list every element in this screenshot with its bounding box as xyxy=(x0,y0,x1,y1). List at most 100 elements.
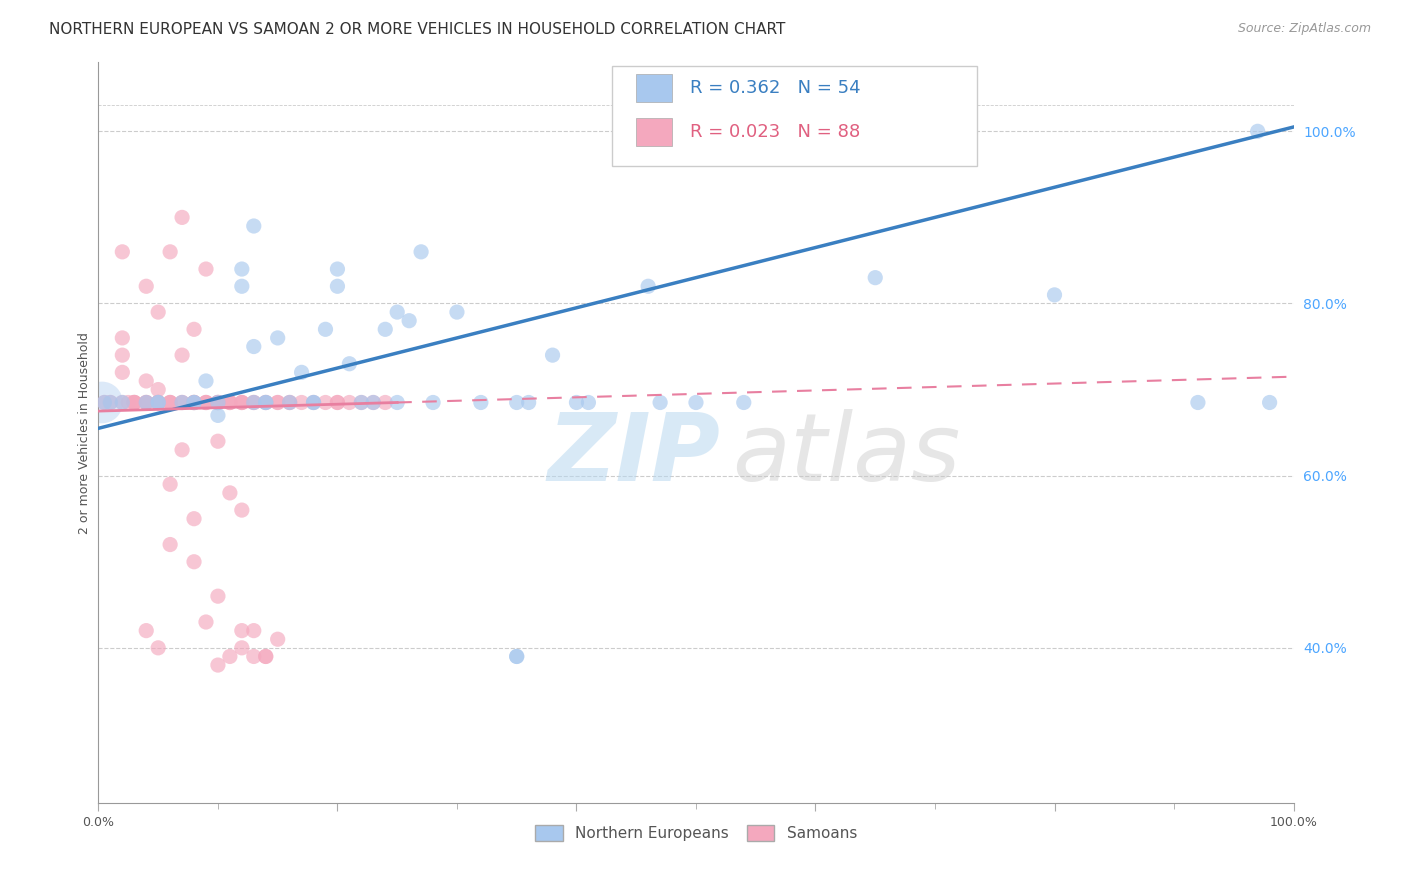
Point xyxy=(243,395,266,409)
Point xyxy=(231,624,253,638)
Point xyxy=(733,395,755,409)
Point xyxy=(411,244,433,259)
Point xyxy=(541,348,564,362)
Point xyxy=(231,395,253,409)
Point xyxy=(243,649,266,664)
Point xyxy=(565,395,588,409)
Point xyxy=(278,395,301,409)
Point xyxy=(148,395,170,409)
Point xyxy=(219,395,242,409)
Point xyxy=(243,339,266,353)
Point xyxy=(148,640,170,655)
Point xyxy=(291,365,314,379)
Point xyxy=(172,395,194,409)
Point xyxy=(111,395,134,409)
Text: atlas: atlas xyxy=(733,409,960,500)
Point xyxy=(374,395,396,409)
Point xyxy=(315,395,337,409)
Point xyxy=(117,395,139,409)
Point xyxy=(124,395,146,409)
Point xyxy=(148,383,170,397)
Point xyxy=(195,262,218,277)
Point xyxy=(207,589,229,603)
Point xyxy=(195,374,218,388)
Point xyxy=(517,395,540,409)
Point xyxy=(98,395,122,409)
Point xyxy=(148,395,170,409)
Point xyxy=(243,395,266,409)
Point xyxy=(207,395,229,409)
Point xyxy=(183,555,205,569)
Point xyxy=(124,395,146,409)
Point xyxy=(207,409,229,423)
Point xyxy=(148,305,170,319)
Point xyxy=(1247,124,1270,138)
Point xyxy=(135,395,157,409)
Point xyxy=(124,395,146,409)
Point xyxy=(195,395,218,409)
Point xyxy=(93,395,115,409)
Point xyxy=(254,395,277,409)
Point xyxy=(648,395,672,409)
Point xyxy=(1187,395,1209,409)
Bar xyxy=(637,74,672,103)
Point xyxy=(207,658,229,673)
Point xyxy=(148,395,170,409)
Point xyxy=(254,395,277,409)
Point xyxy=(302,395,325,409)
Point xyxy=(207,395,229,409)
Point xyxy=(183,395,205,409)
Point xyxy=(183,395,205,409)
Point xyxy=(865,270,887,285)
Point xyxy=(135,624,157,638)
Point xyxy=(93,395,115,409)
Point xyxy=(111,331,134,345)
Point xyxy=(254,649,277,664)
Point xyxy=(326,395,349,409)
Point xyxy=(183,395,205,409)
Point xyxy=(339,395,361,409)
Point xyxy=(91,395,114,409)
Point xyxy=(326,262,349,277)
Point xyxy=(111,244,134,259)
Point xyxy=(195,395,218,409)
Point xyxy=(243,219,266,233)
Point xyxy=(231,279,253,293)
Point xyxy=(148,395,170,409)
Point xyxy=(278,395,301,409)
Point xyxy=(111,348,134,362)
Point xyxy=(231,395,253,409)
Point xyxy=(207,395,229,409)
Point xyxy=(506,395,529,409)
Point xyxy=(374,322,396,336)
Point xyxy=(148,395,170,409)
Point xyxy=(254,395,277,409)
Point xyxy=(219,649,242,664)
Point xyxy=(422,395,444,409)
Point xyxy=(231,395,253,409)
Point xyxy=(159,244,181,259)
Point xyxy=(470,395,492,409)
Point xyxy=(159,395,181,409)
Point xyxy=(148,395,170,409)
Point xyxy=(243,624,266,638)
Point xyxy=(578,395,600,409)
Point xyxy=(267,395,290,409)
Point xyxy=(135,395,157,409)
Text: NORTHERN EUROPEAN VS SAMOAN 2 OR MORE VEHICLES IN HOUSEHOLD CORRELATION CHART: NORTHERN EUROPEAN VS SAMOAN 2 OR MORE VE… xyxy=(49,22,786,37)
Point xyxy=(124,395,146,409)
Point xyxy=(219,486,242,500)
Point xyxy=(363,395,385,409)
Point xyxy=(172,442,194,457)
Point xyxy=(291,395,314,409)
Point xyxy=(183,322,205,336)
Point xyxy=(385,395,409,409)
Point xyxy=(135,374,157,388)
Point xyxy=(685,395,707,409)
Point xyxy=(183,395,205,409)
Bar xyxy=(637,118,672,145)
Legend: Northern Europeans, Samoans: Northern Europeans, Samoans xyxy=(529,819,863,847)
Point xyxy=(326,279,349,293)
Point xyxy=(219,395,242,409)
Point xyxy=(363,395,385,409)
